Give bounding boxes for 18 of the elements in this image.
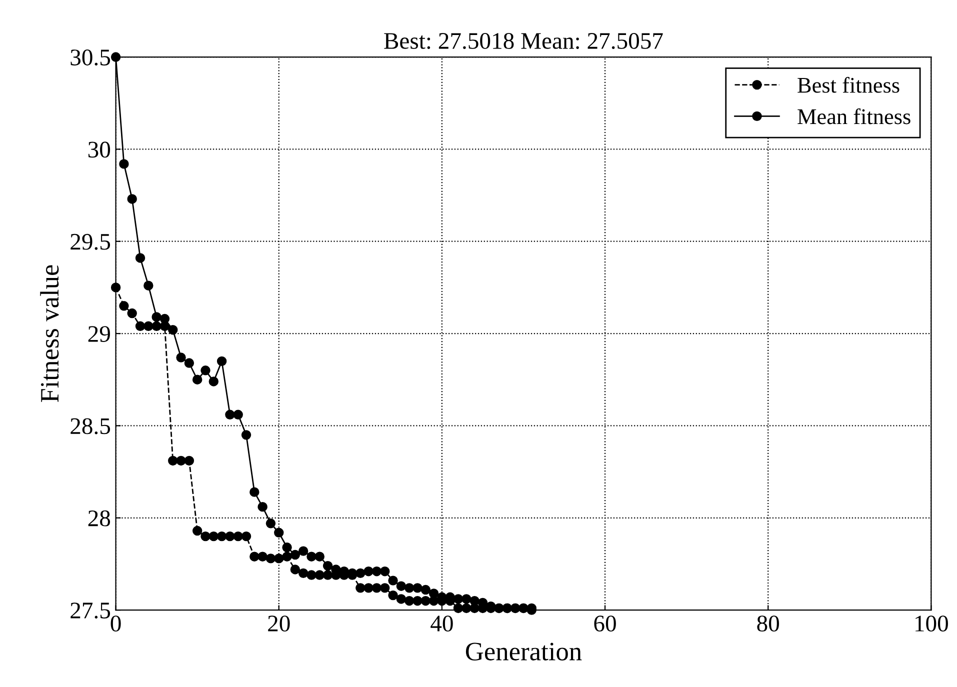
x-tick-label: 0 bbox=[110, 616, 121, 632]
x-tick-label: 60 bbox=[594, 616, 616, 632]
y-tick-label: 28.5 bbox=[70, 418, 110, 434]
legend-label: Best fitness bbox=[798, 76, 900, 93]
x-tick-label: 100 bbox=[916, 616, 948, 632]
y-tick-label: 28 bbox=[88, 510, 110, 526]
x-tick-label: 40 bbox=[430, 616, 453, 632]
legend-label: Mean fitness bbox=[798, 108, 910, 124]
y-tick-label: 30.5 bbox=[70, 50, 110, 66]
x-axis-title: Generation bbox=[466, 642, 582, 660]
x-tick-label: 20 bbox=[268, 616, 290, 632]
y-tick-label: 27.5 bbox=[70, 602, 110, 619]
y-tick-label: 29.5 bbox=[70, 234, 110, 250]
y-tick-label: 30 bbox=[88, 142, 110, 158]
y-tick-label: 29 bbox=[88, 326, 110, 342]
y-axis-title: Fitness value bbox=[40, 265, 59, 402]
x-tick-label: 80 bbox=[757, 616, 779, 632]
chart-title: Best: 27.5018 Mean: 27.5057 bbox=[384, 32, 663, 50]
